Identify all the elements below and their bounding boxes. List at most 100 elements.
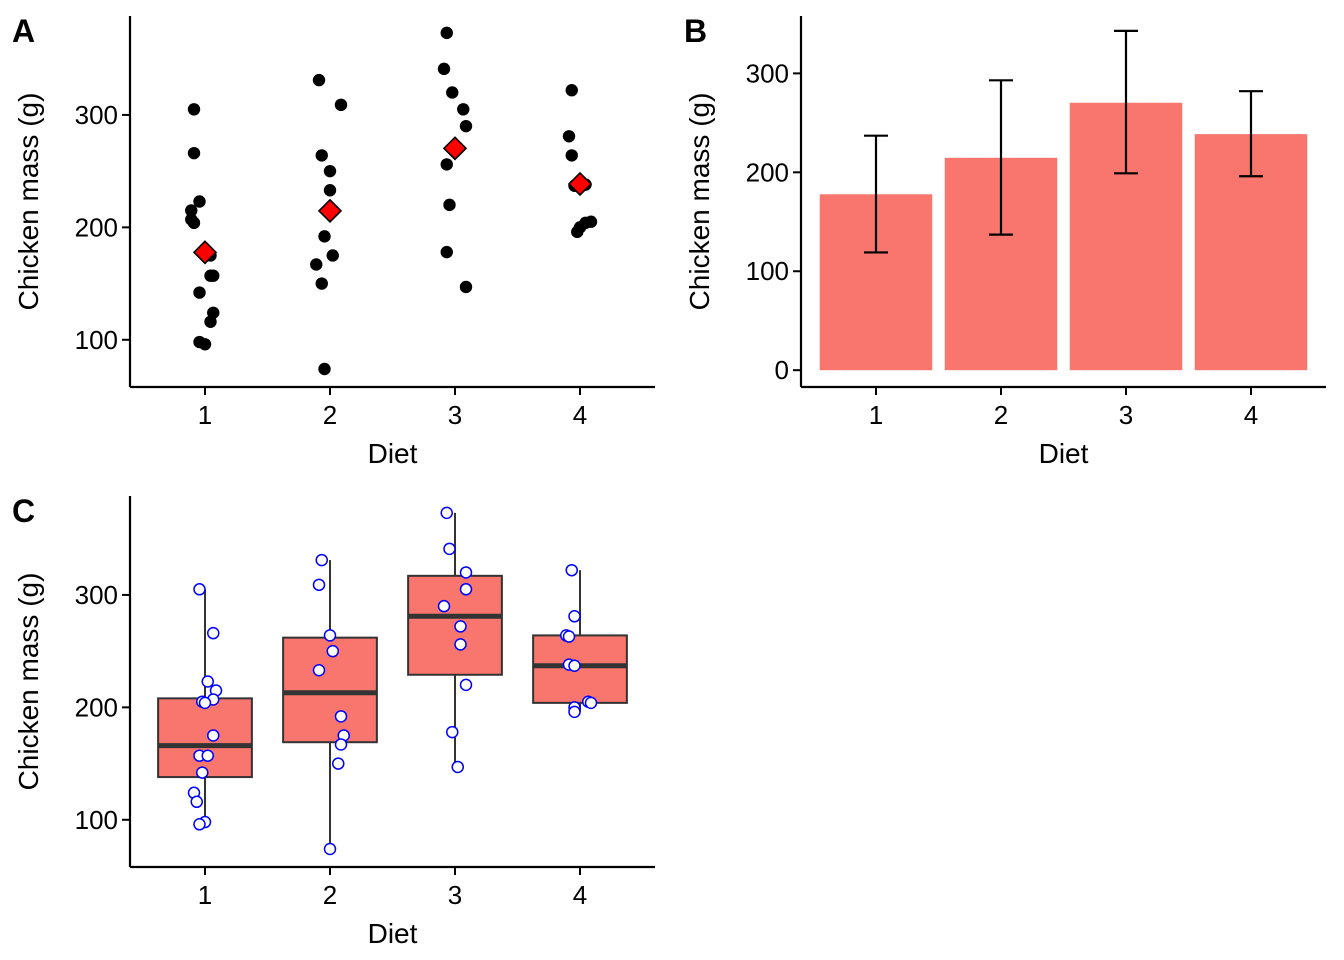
y-tick-label: 200 (75, 692, 118, 722)
jitter-point (440, 506, 453, 520)
data-point (318, 230, 331, 243)
box (157, 697, 253, 779)
jitter-point (207, 626, 220, 640)
x-tick-label: 2 (994, 400, 1008, 430)
jitter-point (565, 563, 578, 577)
data-point (440, 26, 453, 40)
x-tick-label: 3 (1119, 400, 1133, 430)
jitter-point (443, 542, 456, 556)
data-point (565, 149, 578, 162)
data-point (440, 158, 453, 171)
data-point (323, 184, 337, 197)
y-axis-title: Chicken mass (g) (684, 93, 715, 311)
jitter-point (568, 659, 581, 673)
x-axis-title: Diet (368, 918, 418, 949)
box (532, 634, 628, 704)
panel-b: B 0 100 200 300 1 2 3 4 Diet Chicken mass (g) (684, 13, 1326, 469)
jitter-point (332, 757, 345, 770)
data-point (323, 164, 337, 178)
jitter-point (451, 760, 464, 774)
y-axis-title: Chicken mass (g) (13, 573, 44, 791)
panel-a: A 100 200 300 1 2 3 4 Diet Chicken mass (g) (12, 13, 655, 469)
data-point (185, 204, 198, 217)
jitter-point (334, 710, 348, 723)
data-point (187, 216, 201, 230)
x-tick-label: 1 (869, 400, 883, 430)
data-point (562, 130, 576, 143)
jitter-point (568, 705, 581, 719)
mean-marker (192, 240, 218, 265)
jitter-point (334, 738, 348, 751)
y-axis-title: Chicken mass (g) (13, 93, 44, 311)
jitter-point (190, 795, 203, 809)
jitter-point (459, 678, 473, 692)
data-point (326, 249, 339, 262)
jitter-point (193, 818, 206, 831)
x-tick-label: 1 (198, 880, 212, 910)
data-point (334, 98, 348, 112)
x-tick-label: 4 (573, 400, 587, 430)
jitter-point (446, 725, 459, 739)
data-point (315, 149, 328, 162)
data-point (443, 198, 456, 212)
data-point (204, 315, 217, 328)
data-point (315, 277, 328, 290)
jitter-point (562, 630, 576, 643)
x-axis-title: Diet (368, 438, 418, 469)
y-tick-label: 0 (775, 355, 789, 385)
data-point (198, 338, 212, 351)
panel-c: C 100 200 300 1 2 3 4 Diet Chicken mass (g) (12, 493, 655, 949)
y-tick-label: 300 (746, 58, 789, 88)
jitter-point (201, 675, 214, 688)
jitter-point (323, 629, 337, 642)
y-tick-label: 100 (75, 325, 118, 355)
data-point (193, 195, 206, 208)
jitter-point (454, 638, 467, 651)
jitter-point (459, 566, 473, 579)
jitter-point (459, 583, 473, 596)
x-tick-label: 2 (323, 400, 337, 430)
jitter-point (207, 729, 220, 742)
data-point (565, 84, 578, 97)
data-point (446, 86, 459, 99)
jitter-point (196, 766, 209, 779)
y-tick-label: 300 (75, 580, 118, 610)
panel-tag-b: B (684, 13, 707, 49)
data-point (437, 62, 451, 76)
data-point (187, 146, 201, 160)
jitter-point (315, 553, 328, 567)
jitter-point (312, 664, 326, 677)
x-axis-title: Diet (1039, 438, 1089, 469)
x-tick-label: 4 (573, 880, 587, 910)
y-tick-label: 100 (746, 256, 789, 286)
y-tick-label: 200 (746, 157, 789, 187)
panel-tag-c: C (12, 493, 35, 529)
data-point (459, 280, 473, 294)
data-point (193, 286, 206, 299)
jitter-point (437, 599, 451, 613)
data-point (440, 245, 453, 259)
data-point (312, 73, 326, 87)
jitter-point (323, 842, 337, 856)
data-point (310, 258, 323, 271)
data-point (459, 119, 473, 133)
panel-tag-a: A (12, 13, 35, 49)
x-tick-label: 3 (448, 400, 462, 430)
jitter-point (326, 644, 339, 658)
y-tick-label: 200 (75, 212, 118, 242)
x-tick-label: 3 (448, 880, 462, 910)
mean-marker (317, 198, 343, 223)
data-point (187, 103, 201, 116)
jitter-point (454, 620, 467, 633)
mean-marker (567, 171, 593, 197)
x-tick-label: 4 (1244, 400, 1258, 430)
jitter-point (584, 696, 598, 710)
jitter-point (201, 749, 214, 762)
jitter-point (312, 578, 326, 592)
y-tick-label: 100 (75, 805, 118, 835)
x-tick-label: 2 (323, 880, 337, 910)
data-point (457, 103, 470, 116)
mean-marker (442, 136, 468, 161)
data-point (204, 269, 217, 282)
